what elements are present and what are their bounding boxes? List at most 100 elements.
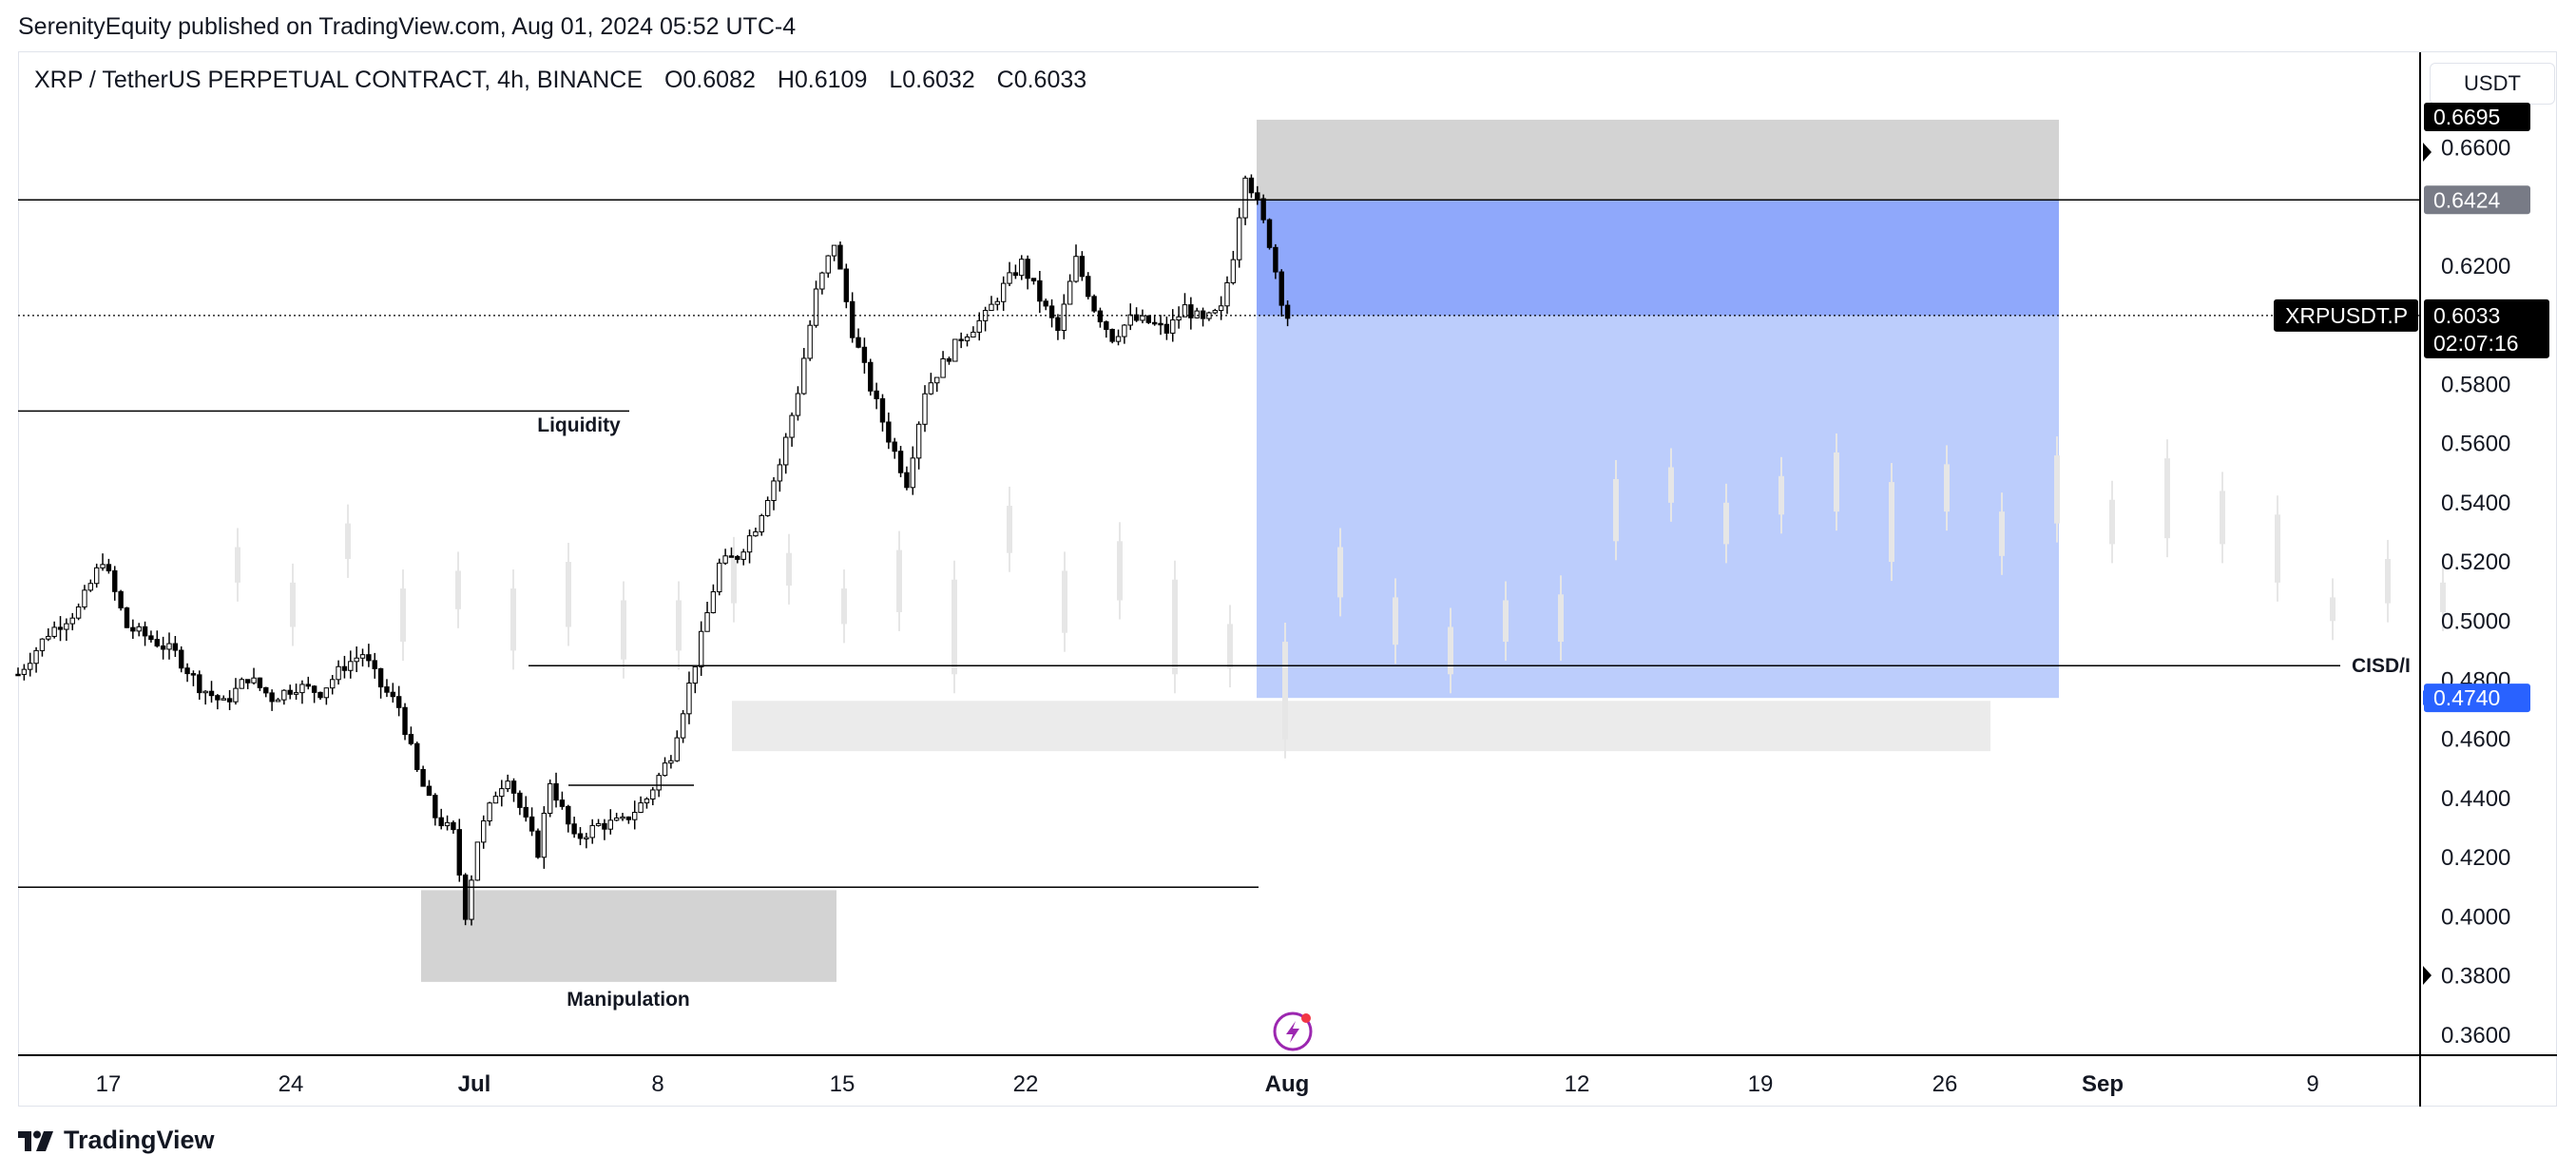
candle[interactable] [395,685,402,717]
candle[interactable] [28,652,33,677]
candle[interactable] [529,807,535,837]
candle[interactable] [1273,243,1278,279]
candle[interactable] [1170,309,1176,342]
candle[interactable] [118,589,124,611]
candle[interactable] [372,652,377,679]
candle[interactable] [226,689,233,711]
candle[interactable] [244,679,251,690]
candle[interactable] [281,689,287,705]
candle[interactable] [402,703,408,741]
candle[interactable] [710,584,717,614]
candle[interactable] [257,677,263,691]
candle[interactable] [492,791,499,804]
candle[interactable] [1140,309,1145,324]
candle[interactable] [1248,174,1255,199]
candle[interactable] [698,621,704,676]
candle[interactable] [783,433,789,474]
candle[interactable] [964,334,971,347]
candle[interactable] [746,529,753,564]
candle[interactable] [384,679,390,698]
candle[interactable] [1194,307,1200,319]
candle[interactable] [1260,194,1266,223]
candle[interactable] [638,796,644,814]
candle[interactable] [426,780,433,797]
candle[interactable] [487,801,492,826]
candle[interactable] [1097,307,1104,328]
candle[interactable] [886,412,892,450]
candle[interactable] [1079,251,1086,281]
candle[interactable] [323,687,330,705]
candle[interactable] [1055,314,1061,340]
candle[interactable] [1109,328,1115,344]
candle[interactable] [759,513,764,536]
candle[interactable] [625,816,632,824]
candle[interactable] [632,800,638,830]
candle[interactable] [1218,296,1224,320]
candle[interactable] [1206,311,1212,321]
candle[interactable] [584,833,589,849]
candle[interactable] [433,793,438,826]
candle[interactable] [982,306,989,332]
candle[interactable] [251,667,257,685]
candle[interactable] [1086,272,1091,299]
candle[interactable] [1104,320,1109,338]
candle[interactable] [451,820,456,834]
target-price-tag[interactable]: 0.4740 [2424,684,2530,713]
candle[interactable] [1048,299,1055,328]
candle[interactable] [148,630,154,643]
candle[interactable] [366,644,372,667]
candle[interactable] [1224,276,1230,315]
candle[interactable] [1043,299,1048,311]
candle[interactable] [879,394,886,432]
candle[interactable] [735,554,740,564]
candle[interactable] [1230,250,1237,285]
candle[interactable] [1122,324,1127,344]
candle[interactable] [1115,329,1122,346]
candle[interactable] [686,671,692,724]
candle[interactable] [1091,294,1097,313]
candle[interactable] [354,646,359,672]
candle[interactable] [1061,294,1067,339]
candle[interactable] [674,730,680,762]
candle[interactable] [82,585,87,610]
candle[interactable] [499,780,505,807]
candle[interactable] [868,358,874,396]
candle[interactable] [420,765,426,787]
candle[interactable] [910,446,915,495]
candle[interactable] [130,619,136,639]
candle[interactable] [553,772,559,808]
candle[interactable] [819,271,825,295]
candle[interactable] [1000,276,1007,311]
candle[interactable] [849,292,855,343]
candle[interactable] [57,616,64,642]
candle[interactable] [650,786,656,806]
candle[interactable] [269,689,275,711]
candle[interactable] [263,686,269,698]
candle[interactable] [535,828,541,859]
candle[interactable] [444,815,451,831]
candle[interactable] [928,373,934,395]
candle[interactable] [510,778,517,802]
top-price-tag[interactable]: 0.6695 [2424,102,2530,131]
candle[interactable] [897,446,904,478]
candle[interactable] [934,376,940,393]
candle[interactable] [559,791,566,810]
candle[interactable] [662,757,668,777]
candle[interactable] [1007,261,1012,286]
candle[interactable] [1255,185,1260,205]
candle[interactable] [892,437,897,459]
candle[interactable] [469,875,474,926]
candle[interactable] [166,632,172,660]
candle[interactable] [971,326,976,337]
candle[interactable] [946,356,952,365]
candle[interactable] [1284,300,1291,327]
candle[interactable] [541,806,548,869]
candle[interactable] [21,664,28,681]
candle[interactable] [154,630,160,648]
candle[interactable] [136,623,142,637]
candle[interactable] [1163,316,1170,340]
candle[interactable] [311,684,317,703]
candle[interactable] [1278,269,1284,318]
candle[interactable] [414,742,420,772]
candle[interactable] [474,841,481,881]
